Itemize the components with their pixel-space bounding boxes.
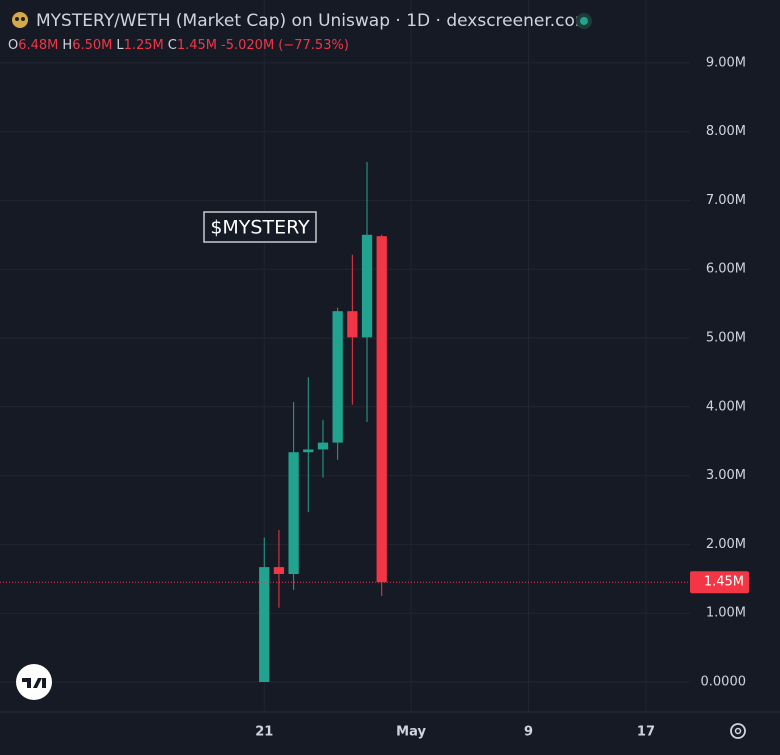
candle-body bbox=[303, 449, 314, 453]
last-price-label: 1.45M bbox=[704, 575, 744, 590]
token-icon bbox=[12, 12, 28, 28]
logo bbox=[16, 664, 52, 700]
ohlc-value: 1.25M bbox=[124, 38, 164, 53]
token-icon-eye bbox=[15, 17, 19, 21]
y-tick-label: 2.00M bbox=[706, 537, 746, 552]
ohlc-key: C bbox=[168, 38, 177, 53]
y-tick-label: 7.00M bbox=[706, 193, 746, 208]
ohlc-key: O bbox=[8, 38, 18, 53]
ohlc-key: L bbox=[116, 38, 124, 53]
candle-body bbox=[332, 311, 343, 443]
candle-body bbox=[259, 567, 270, 683]
y-tick-label: 9.00M bbox=[706, 55, 746, 70]
settings-icon-center[interactable] bbox=[734, 727, 742, 735]
annotation: $MYSTERY bbox=[210, 217, 310, 239]
candle-body bbox=[347, 311, 358, 338]
status-dot bbox=[580, 17, 588, 25]
chart-title: MYSTERY/WETH (Market Cap) on Uniswap · 1… bbox=[36, 11, 591, 31]
marks bbox=[0, 161, 690, 683]
y-tick-label: 1.00M bbox=[706, 606, 746, 621]
ohlc-key: H bbox=[62, 38, 72, 53]
settings-icon[interactable] bbox=[730, 723, 746, 739]
x-tick-label: May bbox=[396, 725, 426, 740]
ohlc-change: -5.020M (−77.53%) bbox=[221, 38, 349, 53]
candle-body bbox=[376, 236, 387, 583]
ohlc-value: 1.45M bbox=[177, 38, 217, 53]
y-tick-label: 5.00M bbox=[706, 331, 746, 346]
y-tick-label: 0.0000 bbox=[701, 675, 747, 690]
y-tick-label: 6.00M bbox=[706, 262, 746, 277]
candle-body bbox=[317, 442, 329, 450]
candle-body bbox=[273, 567, 285, 574]
ohlc-value: 6.48M bbox=[18, 38, 58, 53]
annotation-box bbox=[203, 211, 317, 243]
settings-button[interactable] bbox=[730, 723, 746, 739]
grid bbox=[0, 0, 690, 712]
logo-glyph bbox=[22, 678, 46, 688]
token-icon-eye bbox=[21, 17, 25, 21]
y-tick-label: 8.00M bbox=[706, 124, 746, 139]
logo-circle bbox=[16, 664, 52, 700]
x-tick-label: 9 bbox=[524, 725, 533, 740]
x-tick-label: 17 bbox=[637, 725, 655, 740]
last-price-tag bbox=[690, 571, 749, 594]
y-tick-label: 3.00M bbox=[706, 468, 746, 483]
ohlc-legend: O6.48M H6.50M L1.25M C1.45M -5.020M (−77.53%… bbox=[8, 38, 349, 53]
candle-body bbox=[361, 234, 373, 338]
y-tick-label: 4.00M bbox=[706, 399, 746, 414]
candle-body bbox=[288, 452, 299, 574]
ohlc-value: 6.50M bbox=[72, 38, 112, 53]
x-tick-label: 21 bbox=[255, 725, 273, 740]
